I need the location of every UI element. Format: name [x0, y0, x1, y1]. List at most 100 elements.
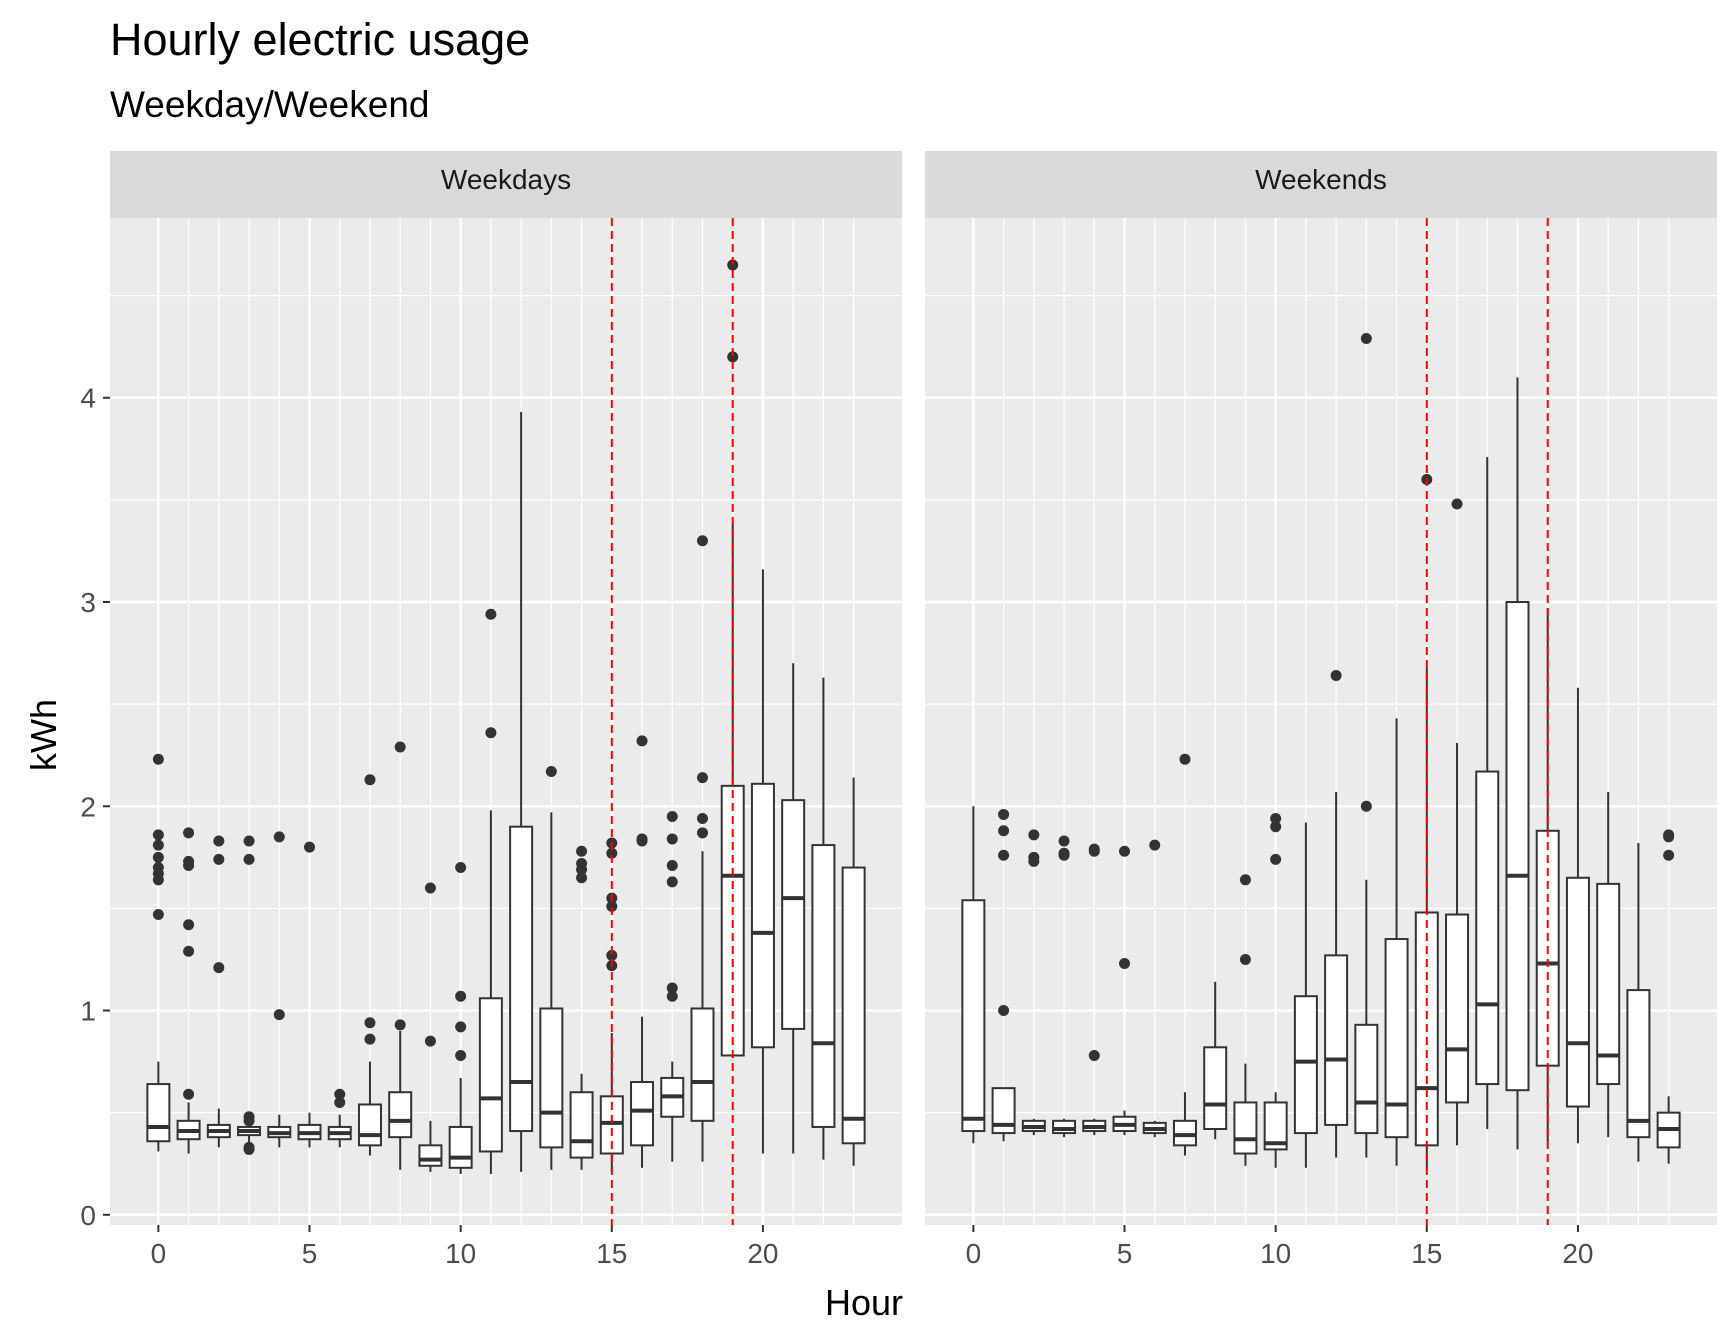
outlier-point — [334, 1096, 346, 1108]
outlier-point — [1451, 498, 1463, 510]
y-axis-label: kWh — [23, 699, 64, 771]
outlier-point — [1149, 839, 1161, 851]
facet-label-weekends: Weekends — [1255, 164, 1387, 195]
outlier-point — [152, 874, 164, 886]
outlier-point — [998, 808, 1010, 820]
outlier-point — [243, 835, 255, 847]
y-tick-label: 0 — [80, 1200, 96, 1231]
box-hour-10 — [1263, 1101, 1288, 1151]
outlier-point — [727, 351, 739, 363]
x-tick-label: 10 — [445, 1238, 476, 1269]
outlier-point — [606, 949, 618, 961]
box-hour-9 — [1233, 1101, 1258, 1155]
box-hour-14 — [1384, 938, 1409, 1139]
outlier-point — [1058, 835, 1070, 847]
outlier-point — [1270, 813, 1282, 825]
outlier-point — [394, 741, 406, 753]
outlier-point — [455, 1049, 467, 1061]
x-tick-label: 20 — [747, 1238, 778, 1269]
outlier-point — [576, 864, 588, 876]
outlier-point — [243, 853, 255, 865]
box-hour-10 — [448, 1125, 473, 1169]
panel-background-weekdays — [110, 218, 902, 1225]
box-hour-20 — [750, 782, 775, 1049]
outlier-point — [364, 774, 376, 786]
outlier-point — [998, 1005, 1010, 1017]
outlier-point — [606, 900, 618, 912]
outlier-point — [666, 833, 678, 845]
chart-title: Hourly electric usage — [110, 14, 531, 65]
box-hour-12 — [1324, 954, 1349, 1126]
box-hour-22 — [1626, 989, 1651, 1139]
box-hour-21 — [1596, 882, 1621, 1086]
outlier-point — [183, 860, 195, 872]
outlier-point — [152, 851, 164, 863]
outlier-point — [1088, 1049, 1100, 1061]
x-tick-label: 15 — [596, 1238, 627, 1269]
box-hour-9 — [418, 1144, 443, 1167]
outlier-point — [998, 849, 1010, 861]
box-hour-0 — [146, 1083, 171, 1143]
box-hour-21 — [781, 799, 806, 1030]
y-tick-label: 2 — [80, 791, 96, 822]
outlier-point — [636, 735, 648, 747]
outlier-point — [696, 772, 708, 784]
x-tick-label: 10 — [1260, 1238, 1291, 1269]
box-hour-18 — [1505, 601, 1530, 1092]
outlier-point — [243, 1143, 255, 1155]
box-hour-13 — [1354, 1023, 1379, 1135]
outlier-point — [485, 727, 497, 739]
box-hour-14 — [569, 1091, 594, 1159]
outlier-point — [636, 835, 648, 847]
outlier-point — [1663, 831, 1675, 843]
box-hour-7 — [1172, 1119, 1197, 1147]
x-tick-label: 5 — [302, 1238, 318, 1269]
y-tick-label: 3 — [80, 587, 96, 618]
x-axis-label: Hour — [824, 1282, 904, 1323]
outlier-point — [1119, 845, 1131, 857]
outlier-point — [364, 1017, 376, 1029]
outlier-point — [394, 1019, 406, 1031]
outlier-point — [666, 990, 678, 1002]
outlier-point — [1088, 845, 1100, 857]
outlier-point — [455, 1021, 467, 1033]
outlier-point — [666, 860, 678, 872]
outlier-point — [152, 909, 164, 921]
outlier-point — [606, 847, 618, 859]
outlier-point — [183, 919, 195, 931]
box-hour-13 — [539, 1007, 564, 1149]
outlier-point — [1028, 829, 1040, 841]
outlier-point — [696, 813, 708, 825]
box-hour-12 — [509, 825, 534, 1133]
box-hour-11 — [478, 997, 503, 1153]
outlier-point — [183, 1088, 195, 1100]
outlier-point — [1330, 670, 1342, 682]
outlier-point — [1028, 855, 1040, 867]
outlier-point — [1663, 849, 1675, 861]
outlier-point — [455, 862, 467, 874]
outlier-point — [243, 1115, 255, 1127]
outlier-point — [213, 835, 225, 847]
outlier-point — [213, 962, 225, 974]
outlier-point — [424, 882, 436, 894]
box-hour-16 — [1445, 913, 1470, 1104]
outlier-point — [1179, 753, 1191, 765]
box-hour-20 — [1565, 876, 1590, 1108]
y-tick-label: 4 — [80, 383, 96, 414]
outlier-point — [1360, 800, 1372, 812]
outlier-point — [152, 829, 164, 841]
box-hour-17 — [1475, 770, 1500, 1086]
outlier-point — [485, 608, 497, 620]
outlier-point — [213, 853, 225, 865]
outlier-point — [666, 876, 678, 888]
outlier-point — [1239, 874, 1251, 886]
x-tick-label: 0 — [966, 1238, 982, 1269]
outlier-point — [696, 535, 708, 547]
box-hour-8 — [388, 1091, 413, 1139]
y-tick-label: 1 — [80, 996, 96, 1027]
outlier-point — [304, 841, 316, 853]
outlier-point — [1058, 849, 1070, 861]
box-hour-11 — [1293, 995, 1318, 1135]
box-hour-1 — [991, 1087, 1016, 1135]
